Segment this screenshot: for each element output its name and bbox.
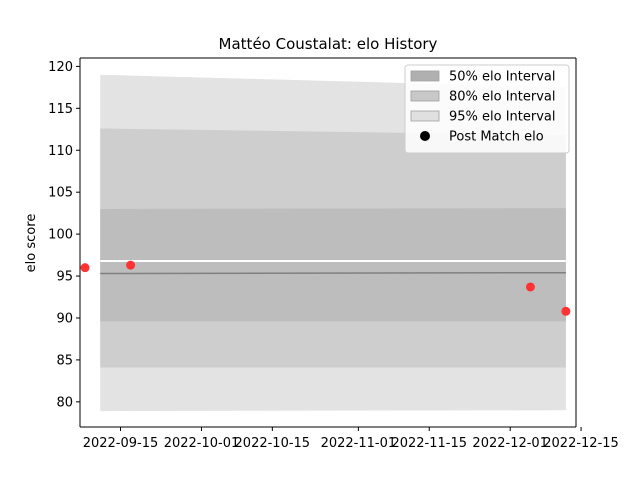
x-tick-label-2022-10-15: 2022-10-15 [235,436,311,451]
y-tick-label-120: 120 [48,60,73,75]
post-match-point-1 [80,263,90,273]
legend-label-3: 95% elo Interval [449,110,556,125]
y-tick-label-100: 100 [48,228,73,243]
legend-marker-4 [420,131,430,141]
y-tick-label-105: 105 [48,186,73,201]
legend-swatch-2 [410,90,440,102]
x-tick-label-2022-09-15: 2022-09-15 [83,436,159,451]
chart-title: Mattéo Coustalat: elo History [219,35,438,53]
post-match-point-3 [525,282,535,292]
legend-swatch-3 [410,110,440,122]
post-match-point-2 [126,260,136,270]
axes: 80 85 90 95 100 105 110 115 120 2022-09-15 2022-10… [48,57,619,451]
mean-line [100,271,566,275]
y-tick-label-115: 115 [48,102,73,117]
post-match-point-4 [561,306,571,316]
y-tick-label-90: 90 [56,311,73,326]
plot-area [80,74,571,412]
y-tick-label-110: 110 [48,144,73,159]
legend-label-2: 80% elo Interval [449,90,556,105]
legend-swatch-1 [410,70,440,82]
x-tick-label-2022-11-01: 2022-11-01 [321,436,397,451]
y-tick-label-85: 85 [56,353,73,368]
legend: 50% elo Interval 80% elo Interval 95% elo … [404,64,570,154]
legend-label-4: Post Match elo [449,130,544,145]
y-tick-label-80: 80 [56,395,73,410]
legend-box [404,64,570,154]
x-tick-label-2022-12-15: 2022-12-15 [543,436,619,451]
legend-label-1: 50% elo Interval [449,70,556,85]
y-tick-label-95: 95 [56,270,73,285]
band-3 [100,208,566,322]
x-tick-label-2022-11-15: 2022-11-15 [391,436,467,451]
y-axis-label: elo score [24,214,39,273]
x-tick-label-2022-10-01: 2022-10-01 [164,436,240,451]
x-tick-label-2022-12-01: 2022-12-01 [472,436,548,451]
